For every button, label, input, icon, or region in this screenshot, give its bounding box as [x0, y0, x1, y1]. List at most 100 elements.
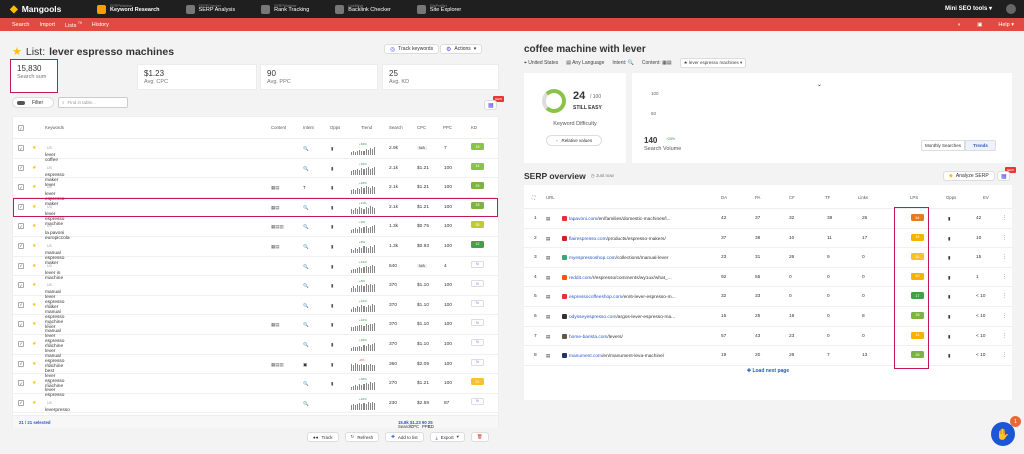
- serp-row[interactable]: 3 ▤ myespressoshop.com/collections/manual-…: [524, 248, 1012, 268]
- keyword-cell[interactable]: manual lever espresso machine US: [45, 322, 64, 349]
- row-checkbox[interactable]: ✓: [18, 282, 24, 289]
- table-row[interactable]: ✓ ★ manual lever espresso maker US 🔍 ▮ +6% 370 $…: [13, 276, 498, 310]
- expand-icon[interactable]: ⛶: [532, 195, 536, 200]
- keyword-cell[interactable]: lever espresso US: [45, 381, 64, 398]
- list-tag[interactable]: ★ lever espresso machines ▾: [679, 58, 747, 68]
- row-checkbox[interactable]: ✓: [18, 399, 24, 406]
- star-icon[interactable]: ★: [32, 340, 37, 347]
- result-url[interactable]: manument.com/en/manument-leva-machine/: [562, 353, 664, 359]
- keyword-cell[interactable]: manual espresso machine lever US: [45, 303, 64, 330]
- trends-tab[interactable]: Trends: [965, 140, 996, 151]
- chat-button[interactable]: ✋: [991, 422, 1015, 446]
- row-checkbox[interactable]: ✓: [18, 360, 24, 367]
- chevron-down-icon[interactable]: ⌄: [817, 82, 823, 88]
- result-url[interactable]: reddit.com/r/espresso/comments/wy1ux/wha…: [562, 274, 672, 281]
- row-checkbox[interactable]: ✓: [18, 184, 24, 191]
- table-row[interactable]: ✓ ★ lever coffee US 🔍 ▮ +63% 2.9k N/A 7 15: [13, 139, 498, 163]
- monthly-searches-tab[interactable]: Monthly Searches: [921, 140, 965, 151]
- kd-refresh-button[interactable]: ↻: [471, 299, 484, 307]
- kd-refresh-button[interactable]: ↻: [471, 358, 484, 366]
- keyword-cell[interactable]: lever espresso maker US: [45, 185, 64, 207]
- col-tf[interactable]: TF: [825, 195, 831, 200]
- serp-row[interactable]: 1 ▤ lapavoni.com/en/families/domestic-mach…: [524, 209, 1012, 229]
- table-row[interactable]: ✓ ★ espresso maker lever US 🔍 ▮ +15% 2.1k $1.21 1…: [13, 159, 498, 188]
- star-icon[interactable]: ★: [32, 360, 37, 367]
- nav-history[interactable]: History: [91, 21, 109, 28]
- user-avatar[interactable]: [1006, 4, 1016, 14]
- col-lps[interactable]: LPS: [910, 195, 919, 200]
- serp-row[interactable]: 2 ▤ flairespresso.com/products/espresso-ma…: [524, 229, 1012, 249]
- star-icon[interactable]: ★: [32, 380, 37, 387]
- nav-search[interactable]: Search: [12, 21, 30, 28]
- col-ev[interactable]: EV: [983, 195, 989, 200]
- flag-icon[interactable]: ▣: [977, 21, 983, 28]
- actions-button[interactable]: ⚙ Actions ▾: [440, 44, 483, 54]
- keyword-cell[interactable]: manual espresso maker US: [45, 244, 64, 266]
- kd-refresh-button[interactable]: ↻: [471, 319, 484, 327]
- table-row[interactable]: ✓ ★ leverpresso US 🔍 +10% 230 $2.59 87 ↻: [13, 394, 498, 414]
- keyword-cell[interactable]: la pavoni europiccola US: [45, 224, 70, 241]
- logo[interactable]: ◆ Mangools: [10, 3, 62, 15]
- row-checkbox[interactable]: ✓: [18, 145, 24, 151]
- export-button[interactable]: ⤓ Export ▾: [429, 432, 465, 442]
- serp-row[interactable]: 4 ▤ reddit.com/r/espresso/comments/wy1ux/w…: [524, 268, 1012, 288]
- row-checkbox[interactable]: ✓: [18, 223, 24, 230]
- keyword-cell[interactable]: lever espresso machine US: [45, 205, 64, 227]
- col-cf[interactable]: CF: [789, 195, 795, 200]
- app-4[interactable]: SiteProfiler Site Explorer: [405, 0, 474, 18]
- row-checkbox[interactable]: ✓: [18, 164, 24, 171]
- kd-refresh-button[interactable]: ↻: [471, 280, 484, 288]
- row-checkbox[interactable]: ✓: [18, 340, 24, 347]
- load-next-page[interactable]: ✚ Load next page: [746, 368, 790, 374]
- result-url[interactable]: lapavoni.com/en/families/domestic-machin…: [562, 216, 671, 222]
- col-ppc[interactable]: PPC: [443, 125, 452, 130]
- star-icon[interactable]: ★: [32, 203, 37, 210]
- app-1[interactable]: SERPChecker SERP Analysis: [174, 0, 248, 18]
- star-icon[interactable]: ★: [32, 321, 37, 328]
- table-row[interactable]: ✓ ★ manual espresso maker US ▦▤ 🔍 ▮ +8% 1.3k $0.9…: [13, 237, 498, 266]
- app-2[interactable]: SERPWatcher Rank Tracking: [249, 0, 321, 18]
- row-checkbox[interactable]: ✓: [18, 262, 24, 269]
- more-icon[interactable]: ⋮: [1002, 353, 1007, 359]
- col-opps[interactable]: Opps: [946, 195, 957, 200]
- kd-refresh-button[interactable]: ↻: [471, 260, 484, 268]
- table-row[interactable]: ✓ ★ la pavoni europiccola US ▦▤▥ 🔍 ▮ +9% 1.3k $0.…: [13, 217, 498, 241]
- serp-row[interactable]: 7 ▤ home-barista.com/levers/57 43 23 0 0 44 ▮ < 1…: [524, 327, 1012, 347]
- row-checkbox[interactable]: ✓: [18, 380, 24, 387]
- row-checkbox[interactable]: ✓: [18, 203, 24, 210]
- col-links[interactable]: Links: [858, 195, 869, 200]
- star-icon[interactable]: ★: [32, 164, 37, 171]
- star-icon[interactable]: ★: [32, 223, 37, 230]
- col-da[interactable]: DA: [721, 195, 727, 200]
- col-keywords[interactable]: Keywords: [45, 125, 64, 130]
- more-icon[interactable]: ⋮: [1002, 235, 1007, 241]
- keyword-cell[interactable]: lever manual espresso machine US: [45, 342, 64, 369]
- serp-row[interactable]: 8 ▤ manument.com/en/manument-leva-machine/…: [524, 346, 1012, 366]
- add-to-list-button[interactable]: ✚ Add to list: [385, 432, 424, 442]
- star-icon[interactable]: ★: [32, 184, 37, 191]
- app-0[interactable]: SERPWatcher Keyword Research: [85, 0, 172, 18]
- table-row[interactable]: ✓ ★ manual espresso machine lever US 🔍 ▮ +12% 3…: [13, 296, 498, 330]
- table-row[interactable]: ✓ ★ lever in machine US 🔍 ▮ +14% 640 N/A 4 ↻: [13, 257, 498, 281]
- result-url[interactable]: home-barista.com/levers/: [562, 333, 623, 340]
- col-opps[interactable]: Opps: [330, 125, 341, 130]
- col-url[interactable]: URL: [546, 195, 555, 200]
- serp-row[interactable]: 5 ▤ espressocoffeeshop.com/en/6-lever-espr…: [524, 287, 1012, 307]
- filter-toggle[interactable]: Filter: [12, 97, 54, 108]
- calendar-button[interactable]: ▦: [484, 100, 497, 110]
- track-button[interactable]: ●● Track: [307, 432, 339, 442]
- more-icon[interactable]: ⋮: [1002, 294, 1007, 300]
- col-kd[interactable]: KD: [471, 125, 477, 130]
- keyword-cell[interactable]: leverpresso US: [45, 401, 70, 413]
- result-url[interactable]: espressocoffeeshop.com/en/6-lever-espres…: [562, 294, 676, 300]
- col-content[interactable]: Content: [271, 125, 287, 130]
- star-icon[interactable]: ★: [32, 242, 37, 249]
- track-keywords-button[interactable]: ◎ Track keywords: [384, 44, 440, 54]
- table-row[interactable]: ✓ ★ manual lever espresso machine US ▦▤ 🔍 ▮ +12…: [13, 315, 498, 349]
- calendar-button[interactable]: ▦: [997, 171, 1010, 181]
- row-checkbox[interactable]: ✓: [18, 321, 24, 328]
- col-search[interactable]: Search: [389, 125, 403, 130]
- serp-row[interactable]: 6 ▤ odysseyespresso.com/argos-lever-espres…: [524, 307, 1012, 327]
- row-checkbox[interactable]: ✓: [18, 301, 24, 308]
- keyword-cell[interactable]: espresso maker lever US: [45, 166, 64, 188]
